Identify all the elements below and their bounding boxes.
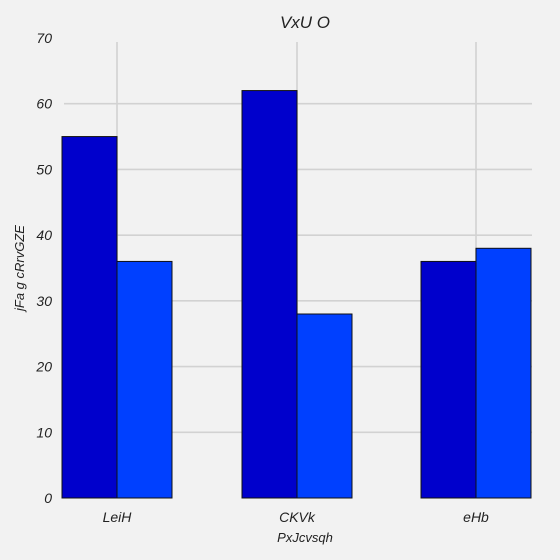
x-tick-label: CKVk <box>279 509 316 525</box>
chart-title: VxU O <box>280 13 330 32</box>
y-tick-label: 30 <box>36 293 52 309</box>
bar-eHb-series-2 <box>475 247 532 499</box>
bar-LeiH-series-1 <box>61 136 118 499</box>
bar-eHb-series-1 <box>420 260 477 499</box>
y-axis-label: jFa g cRrvGZE <box>12 225 27 313</box>
x-axis-label: PxJcvsqh <box>277 530 333 545</box>
y-axis-ticks: 0 10 20 30 40 50 60 70 <box>35 30 52 506</box>
y-tick-label: 70 <box>36 30 52 46</box>
y-tick-label: 40 <box>36 227 52 243</box>
y-tick-label: 10 <box>36 424 52 440</box>
x-tick-label: eHb <box>463 509 489 525</box>
x-axis-ticks: LeiH CKVk eHb <box>103 509 489 525</box>
bar-LeiH-series-2 <box>116 260 173 499</box>
x-tick-label: LeiH <box>103 509 133 525</box>
y-tick-label: 0 <box>44 490 52 506</box>
bar-CKVk-series-1 <box>241 90 298 499</box>
bar-CKVk-series-2 <box>296 313 353 499</box>
y-tick-label: 20 <box>35 359 52 375</box>
y-tick-label: 50 <box>36 161 52 177</box>
bars <box>61 90 532 499</box>
y-tick-label: 60 <box>36 96 52 112</box>
